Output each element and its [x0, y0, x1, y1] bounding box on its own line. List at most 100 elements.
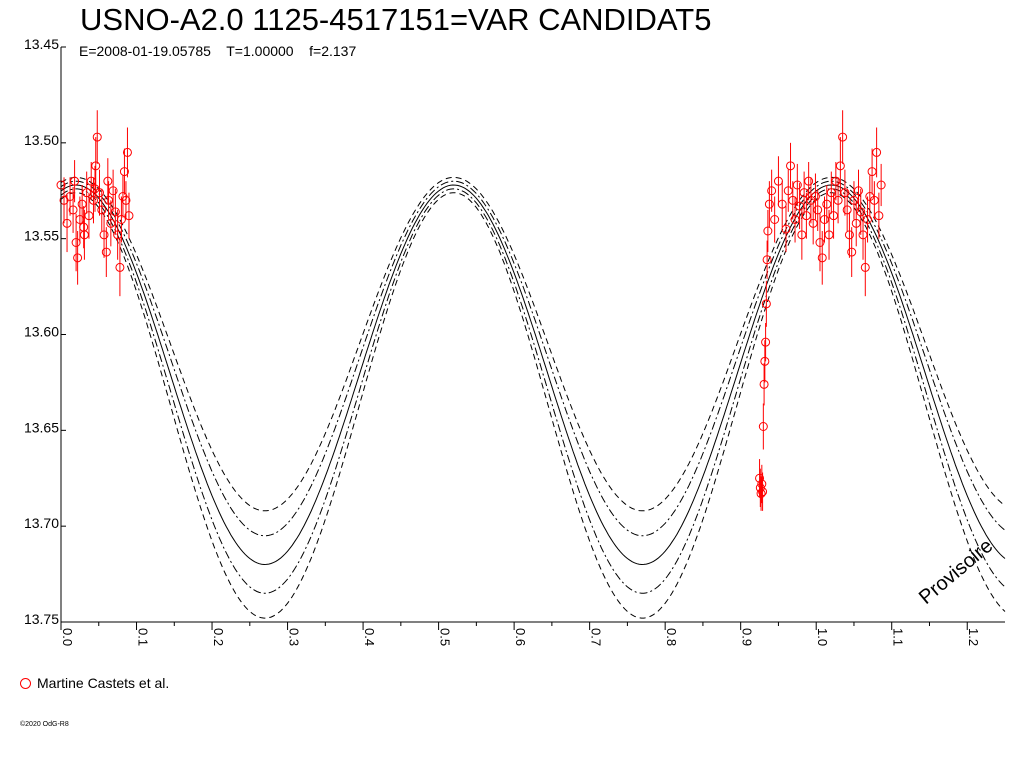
x-tick-label: 0.9 — [740, 628, 755, 646]
data-point — [851, 218, 861, 228]
data-point — [70, 176, 80, 186]
data-point — [767, 186, 777, 196]
y-tick-label: 13.55 — [24, 228, 59, 244]
x-tick-label: 0.6 — [513, 628, 528, 646]
data-point — [860, 262, 870, 272]
data-point — [106, 218, 116, 228]
x-tick-label: 0.3 — [287, 628, 302, 646]
data-point — [762, 255, 772, 265]
data-point — [838, 132, 848, 142]
y-tick-label: 13.75 — [24, 611, 59, 627]
y-tick-label: 13.65 — [24, 419, 59, 435]
data-point — [835, 161, 845, 171]
data-point — [804, 176, 814, 186]
data-point — [115, 262, 125, 272]
x-tick-label: 0.1 — [136, 628, 151, 646]
data-point — [777, 199, 787, 209]
data-point — [801, 211, 811, 221]
data-point — [121, 195, 131, 205]
data-point — [119, 167, 129, 177]
data-point — [810, 192, 820, 201]
x-tick-label: 0.2 — [211, 628, 226, 646]
x-tick-label: 1.2 — [966, 628, 981, 646]
data-point — [79, 222, 89, 232]
data-point — [92, 132, 102, 142]
data-point — [872, 147, 882, 157]
data-point — [849, 195, 859, 205]
data-point — [88, 195, 98, 205]
data-point — [77, 199, 87, 209]
data-point — [108, 186, 118, 196]
x-tick-label: 0.4 — [362, 628, 377, 646]
x-tick-label: 1.1 — [891, 628, 906, 646]
data-point — [760, 356, 770, 366]
data-point — [858, 230, 868, 240]
data-point — [99, 230, 109, 240]
data-point — [764, 199, 774, 209]
model-curves — [60, 176, 1006, 619]
data-point — [869, 195, 879, 205]
y-tick-label: 13.50 — [24, 132, 59, 148]
data-point — [853, 186, 863, 196]
data-point — [799, 188, 809, 198]
data-point — [62, 218, 72, 228]
data-point — [867, 167, 877, 177]
data-point — [863, 215, 873, 224]
model-curve-dashdot — [60, 180, 1006, 537]
data-point — [847, 247, 857, 257]
data-point — [876, 180, 886, 190]
data-point — [842, 205, 852, 215]
data-point — [795, 201, 805, 211]
data-point — [833, 195, 843, 205]
data-point — [770, 215, 780, 224]
chart-subtitle: E=2008-01-19.05785 T=1.00000 f=2.137 — [79, 43, 357, 59]
data-point — [797, 230, 807, 240]
data-point — [122, 147, 132, 157]
data-point — [788, 195, 798, 205]
axes: 13.45 13.50 13.55 13.60 13.65 13.70 13.750.0 0.… — [24, 36, 1005, 646]
data-points — [56, 110, 886, 511]
copyright-note: ©2020 OdG-R8 — [20, 721, 69, 728]
data-point — [124, 211, 134, 221]
x-tick-label: 0.7 — [589, 628, 604, 646]
data-point — [756, 489, 766, 499]
data-point — [786, 161, 796, 171]
data-point — [815, 238, 825, 247]
data-point — [792, 180, 802, 190]
data-point — [759, 379, 769, 389]
chart-title: USNO-A2.0 1125-4517151=VAR CANDIDAT5 — [80, 2, 712, 37]
data-point — [103, 176, 113, 186]
legend: Martine Castets et al. — [20, 675, 169, 691]
data-point — [813, 205, 823, 215]
data-point — [822, 199, 832, 209]
data-point — [758, 487, 768, 497]
data-point — [820, 215, 830, 224]
data-point — [73, 253, 83, 263]
data-point — [790, 215, 800, 224]
legend-label: Martine Castets et al. — [37, 675, 170, 691]
data-point — [65, 192, 75, 201]
data-point — [758, 422, 768, 431]
x-tick-label: 1.0 — [815, 628, 830, 646]
data-point — [831, 176, 841, 186]
x-tick-label: 0.8 — [664, 628, 679, 646]
data-point — [781, 224, 791, 234]
y-tick-label: 13.45 — [24, 36, 59, 52]
x-tick-label: 0.0 — [60, 628, 75, 646]
data-point — [84, 211, 94, 221]
data-point — [829, 211, 839, 221]
y-tick-label: 13.70 — [24, 515, 59, 531]
data-point — [808, 218, 818, 228]
data-point — [761, 299, 771, 309]
model-curve-dashdot — [60, 188, 1006, 594]
data-point — [817, 253, 827, 263]
data-point — [856, 207, 866, 217]
data-point — [755, 473, 765, 483]
data-point — [101, 247, 111, 257]
data-point — [97, 205, 107, 215]
legend-marker-icon — [20, 677, 31, 689]
data-point — [91, 161, 101, 171]
data-point — [844, 230, 854, 240]
data-point — [763, 226, 773, 236]
